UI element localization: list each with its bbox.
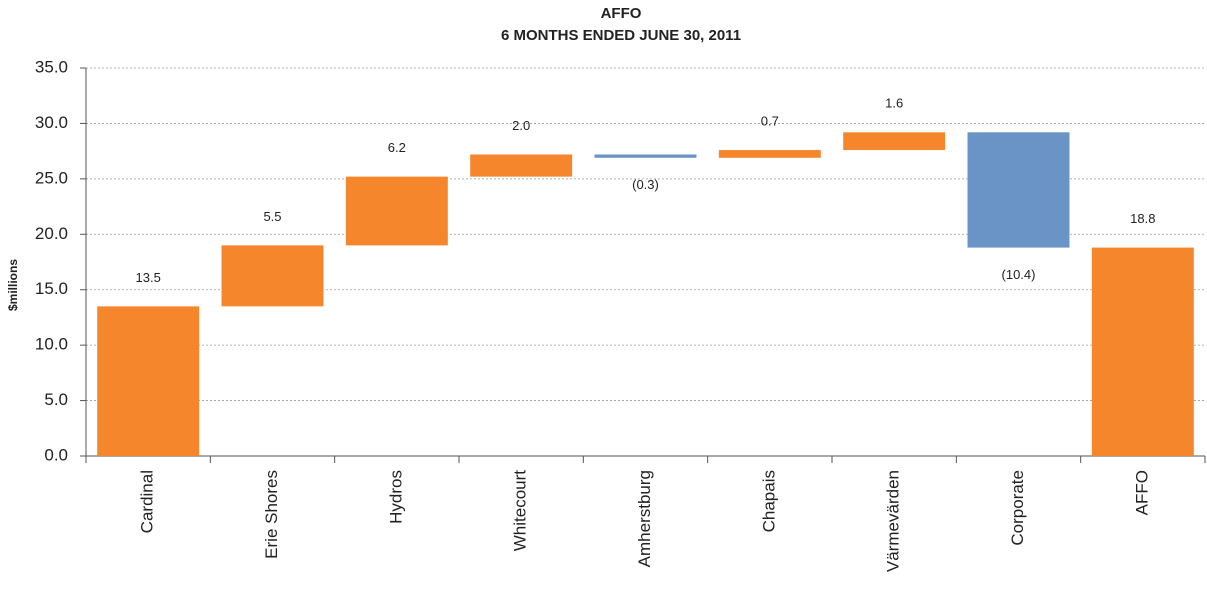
- bar: [718, 150, 821, 158]
- y-tick-label: 30.0: [35, 113, 68, 132]
- y-tick-label: 35.0: [35, 57, 68, 76]
- x-tick-label: Corporate: [1008, 470, 1027, 546]
- value-label: 6.2: [388, 140, 406, 155]
- y-tick-label: 10.0: [35, 335, 68, 354]
- x-tick-label: Cardinal: [138, 470, 157, 533]
- bar: [345, 176, 448, 246]
- value-label: 0.7: [761, 113, 779, 128]
- y-axis-label: $millions: [6, 259, 20, 311]
- y-tick-label: 5.0: [44, 390, 68, 409]
- chart-title: AFFO: [601, 5, 642, 22]
- x-tick-label: Hydros: [386, 470, 405, 524]
- bar: [843, 132, 946, 151]
- value-label: 18.8: [1130, 211, 1155, 226]
- value-label: 2.0: [512, 118, 530, 133]
- bar: [594, 154, 697, 158]
- value-label: 13.5: [136, 270, 161, 285]
- bar: [1091, 247, 1194, 456]
- y-tick-label: 0.0: [44, 445, 68, 464]
- value-label: 5.5: [263, 209, 281, 224]
- value-label: 1.6: [885, 96, 903, 111]
- bar: [470, 154, 573, 177]
- x-tick-label: AFFO: [1132, 470, 1151, 515]
- y-tick-label: 15.0: [35, 279, 68, 298]
- x-tick-label: Värmevärden: [884, 470, 903, 572]
- bar: [967, 132, 1070, 248]
- x-tick-label: Chapais: [759, 470, 778, 532]
- chart-subtitle: 6 MONTHS ENDED JUNE 30, 2011: [501, 27, 741, 44]
- y-tick-label: 25.0: [35, 168, 68, 187]
- value-label: (0.3): [632, 177, 659, 192]
- x-tick-label: Whitecourt: [511, 470, 530, 552]
- bar: [97, 306, 200, 456]
- x-tick-label: Amherstburg: [635, 470, 654, 567]
- bar: [221, 245, 324, 307]
- x-tick-label: Erie Shores: [262, 470, 281, 559]
- y-tick-label: 20.0: [35, 224, 68, 243]
- value-label: (10.4): [1002, 267, 1036, 282]
